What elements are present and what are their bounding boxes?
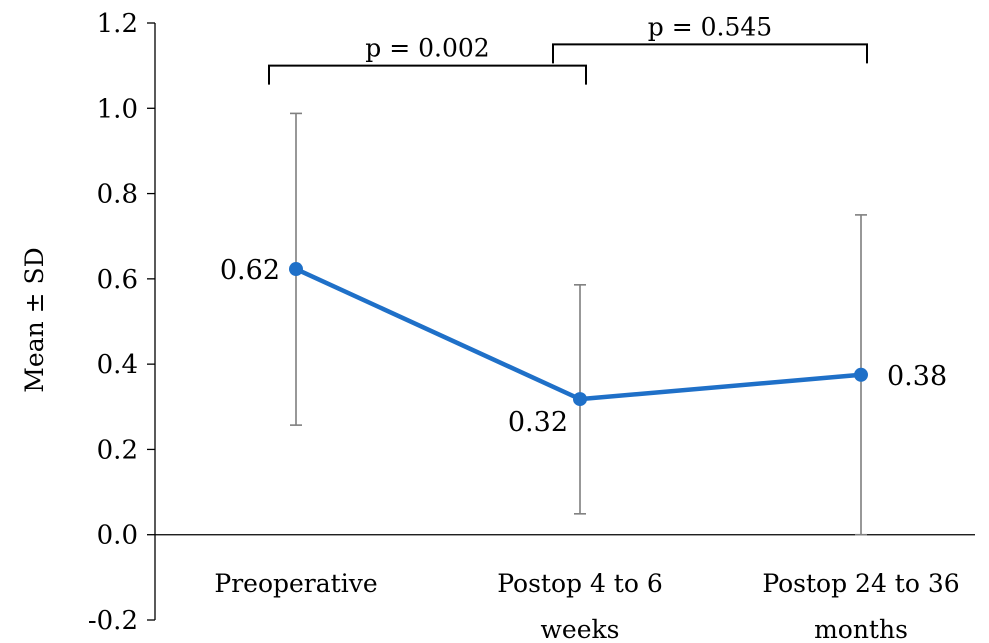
y-tick-label: 0.4 bbox=[97, 350, 138, 380]
data-point bbox=[289, 262, 303, 277]
comparison-bracket bbox=[552, 43, 868, 64]
x-category-label-line2: months bbox=[814, 615, 908, 643]
comparison-bracket bbox=[268, 64, 587, 85]
y-tick-label: 0.0 bbox=[97, 521, 138, 551]
label-layer: 0.62 0.32 0.38 bbox=[220, 255, 947, 438]
series-layer bbox=[289, 262, 868, 407]
y-tick-label: 0.6 bbox=[97, 265, 138, 295]
series-line bbox=[293, 266, 864, 402]
errorbar-layer bbox=[290, 112, 867, 536]
data-point bbox=[573, 392, 587, 407]
comparison-p-value: p = 0.002 bbox=[365, 34, 489, 63]
x-category-label-line2: weeks bbox=[541, 615, 620, 643]
x-category-label: Postop 4 to 6 bbox=[497, 569, 663, 598]
data-label: 0.32 bbox=[508, 407, 568, 438]
y-tick-label: 1.0 bbox=[97, 94, 138, 124]
comparison-layer: p = 0.002 p = 0.545 bbox=[268, 12, 868, 85]
y-tick-label: 1.2 bbox=[97, 9, 138, 39]
y-tick-label: 0.8 bbox=[97, 180, 138, 210]
x-category-label: Postop 24 to 36 bbox=[762, 569, 959, 598]
y-tick-label: 0.2 bbox=[97, 435, 138, 465]
y-axis-label: Mean ± SD bbox=[20, 247, 49, 392]
data-label: 0.62 bbox=[220, 255, 280, 286]
y-tick-label: -0.2 bbox=[88, 606, 138, 636]
data-label: 0.38 bbox=[887, 361, 947, 392]
comparison-p-value: p = 0.545 bbox=[648, 12, 772, 41]
x-category-label: Preoperative bbox=[214, 569, 377, 598]
axis-layer: 1.2 1.0 0.8 0.6 0.4 0.2 0.0 -0.2 Preoperative Pos… bbox=[88, 9, 975, 643]
data-point bbox=[854, 367, 868, 382]
